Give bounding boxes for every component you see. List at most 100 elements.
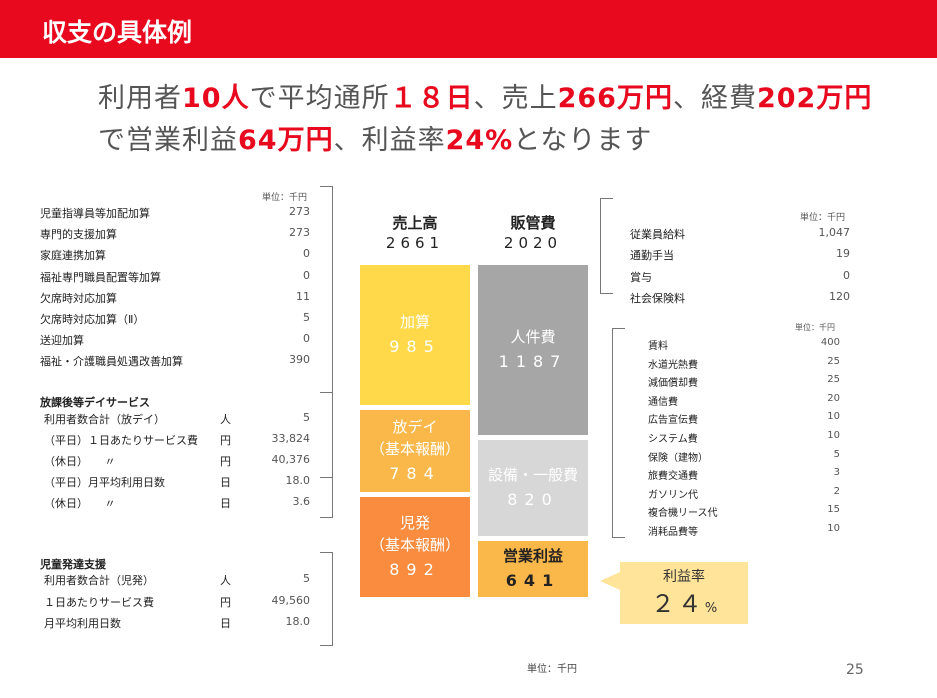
general-bracket	[612, 328, 625, 538]
list-item: 通信費 20	[648, 393, 840, 412]
item-label: （休日） 〃	[44, 497, 116, 510]
callout-pointer	[600, 572, 620, 590]
item-value: 18.0	[285, 615, 311, 628]
addons-bracket	[320, 186, 333, 478]
item-value: 33,824	[271, 432, 311, 445]
block-value: 641	[505, 571, 561, 590]
list-item: 消耗品費等 10	[648, 523, 840, 542]
list-item: 旅費交通費 3	[648, 467, 840, 486]
item-value: 5	[303, 411, 310, 424]
personnel-unit: 単位：千円	[800, 213, 846, 223]
item-label: 送迎加算	[40, 334, 84, 348]
item-unit: 日	[220, 617, 231, 630]
sales-header: 売上高	[392, 214, 438, 232]
item-label: 欠席時対応加算	[40, 291, 117, 305]
childdev-bracket	[320, 552, 333, 646]
item-value: 0	[303, 268, 310, 282]
sales-block-afterschool: 放デイ （基本報酬） 784	[360, 410, 470, 492]
afterschool-list: 利用者数合計（放デイ）人 5 （平日）１日あたりサービス費円 33,824 （休日） 〃…	[40, 411, 310, 516]
addons-unit: 単位：千円	[262, 193, 308, 203]
item-value: 3	[833, 467, 840, 479]
block-label: 営業利益	[502, 547, 563, 565]
list-item: 児童指導員等加配加算 273	[40, 205, 310, 226]
item-value: 11	[296, 289, 310, 303]
list-item: 福祉・介護職員処遇改善加算 390	[40, 353, 310, 374]
list-item: 月平均利用日数 日 18.0	[40, 615, 310, 637]
item-value: 5	[303, 310, 310, 324]
block-label: 人件費	[510, 328, 556, 346]
item-value: 1,047	[818, 226, 851, 239]
headline-text: で平均通所	[249, 83, 390, 114]
headline: 利用者10人で平均通所１８日、売上266万円、経費202万円で営業利益64万円、…	[98, 78, 898, 162]
headline-highlight: 24%	[445, 125, 514, 156]
profit-rate-label: 利益率	[663, 569, 705, 585]
headline-text: 、売上	[473, 83, 558, 114]
list-item: （休日） 〃 日 3.6	[40, 495, 310, 516]
list-item: 減価償却費 25	[648, 374, 840, 393]
personnel-bracket	[600, 198, 613, 294]
expenses-total: 2020	[503, 234, 563, 252]
expense-block-general: 設備・一般費 820	[478, 440, 588, 536]
item-value: 0	[843, 268, 850, 282]
item-value: 120	[829, 289, 850, 303]
block-value: 892	[389, 560, 441, 579]
item-value: 40,376	[271, 453, 311, 466]
block-label: 設備・一般費	[487, 466, 578, 484]
item-value: 49,560	[271, 593, 311, 607]
item-label: 家庭連携加算	[40, 249, 106, 263]
item-label: 福祉・介護職員処遇改善加算	[40, 355, 183, 369]
list-item: 水道光熱費 25	[648, 356, 840, 375]
item-label: 通信費	[648, 396, 678, 408]
item-value: 10	[827, 411, 840, 423]
item-value: 400	[820, 337, 840, 348]
operating-profit-block: 営業利益 641	[478, 541, 588, 597]
headline-text: 、利益率	[333, 125, 446, 156]
item-value: 3.6	[292, 495, 311, 508]
item-value: 273	[289, 205, 310, 218]
headline-highlight: 266万円	[557, 83, 673, 114]
list-item: 専門的支援加算 273	[40, 226, 310, 247]
item-value: 10	[827, 429, 840, 441]
item-label: 賞与	[630, 270, 652, 284]
item-label: システム費	[648, 433, 698, 445]
block-value: 784	[389, 464, 441, 483]
list-item: １日あたりサービス費 円 49,560	[40, 594, 310, 616]
list-item: 利用者数合計（児発） 人 5	[40, 572, 310, 594]
item-label: 児童指導員等加配加算	[40, 207, 150, 220]
item-label: 月平均利用日数	[44, 617, 121, 630]
item-label: （平日）月平均利用日数	[44, 476, 165, 489]
list-item: 利用者数合計（放デイ） 人 5	[40, 411, 310, 432]
list-item: システム費 10	[648, 430, 840, 449]
item-label: 利用者数合計（児発）	[44, 574, 154, 587]
item-label: 減価償却費	[648, 378, 698, 390]
block-label: 児発 （基本報酬）	[369, 514, 460, 554]
list-item: 賞与 0	[630, 269, 850, 290]
item-value: 25	[827, 374, 840, 386]
block-label: 放デイ （基本報酬）	[369, 418, 460, 458]
profit-rate-value: ２４%	[620, 584, 748, 619]
title-bar	[0, 0, 937, 58]
item-label: 旅費交通費	[648, 471, 698, 483]
list-item: （平日）月平均利用日数 日 18.0	[40, 474, 310, 495]
page-number: 25	[846, 662, 864, 678]
headline-text: で営業利益	[98, 125, 238, 156]
list-item: 社会保険料 120	[630, 290, 850, 311]
item-value: 25	[827, 355, 840, 367]
list-item: （休日） 〃 円 40,376	[40, 453, 310, 474]
headline-text: 、経費	[672, 83, 757, 114]
item-label: （休日） 〃	[44, 455, 116, 468]
headline-text: 利用者	[98, 83, 182, 114]
profit-rate-callout	[620, 562, 748, 624]
profit-rate-number: ２４	[650, 590, 705, 618]
list-item: 賃料 400	[648, 337, 840, 356]
item-value: 5	[303, 572, 310, 585]
item-unit: 日	[220, 476, 231, 489]
headline-highlight: １８日	[389, 83, 474, 114]
item-label: 広告宣伝費	[648, 415, 698, 427]
item-unit: 円	[220, 434, 231, 447]
item-label: ガソリン代	[648, 489, 698, 501]
item-label: 水道光熱費	[648, 359, 698, 371]
item-value: 2	[833, 485, 840, 497]
block-value: 1187	[498, 352, 568, 371]
item-label: 欠席時対応加算（Ⅱ）	[40, 312, 145, 326]
